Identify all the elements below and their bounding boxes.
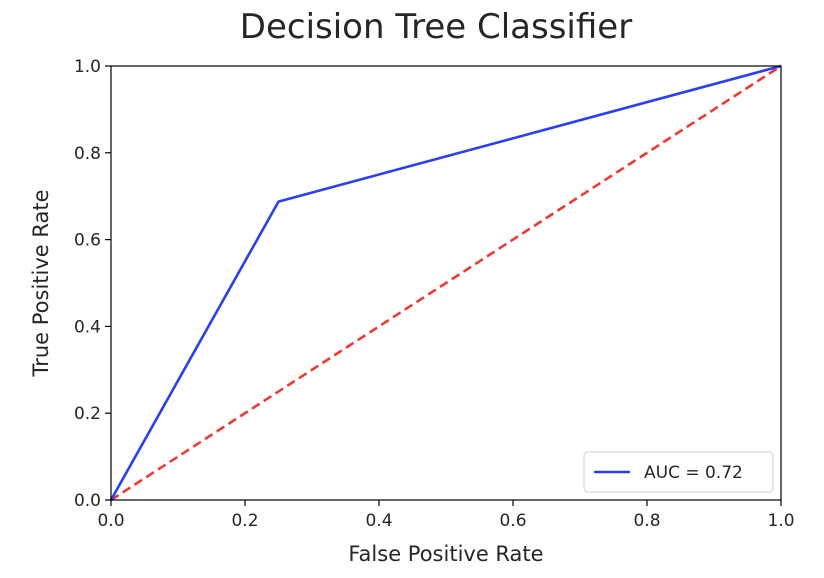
- y-tick-label: 0.4: [74, 317, 101, 337]
- y-tick-label: 1.0: [74, 57, 101, 77]
- y-tick-label: 0.8: [74, 144, 101, 164]
- roc-curve-line: [109, 64, 782, 501]
- x-tick-label: 0.6: [499, 511, 526, 531]
- series-lines: [109, 64, 782, 502]
- x-tick-label: 0.4: [365, 511, 392, 531]
- x-tick-label: 0.2: [231, 511, 258, 531]
- y-tick-label: 0.0: [74, 491, 101, 511]
- x-axis-ticks: 0.0 0.2 0.4 0.6 0.8 1.0: [97, 500, 795, 531]
- chance-diagonal-line: [110, 64, 782, 502]
- y-tick-label: 0.2: [74, 404, 101, 424]
- x-axis-label: False Positive Rate: [348, 542, 543, 566]
- y-axis-label: True Positive Rate: [29, 189, 53, 377]
- plot-area: [109, 64, 782, 502]
- plot-frame: [110, 65, 782, 501]
- x-tick-label: 0.0: [97, 511, 124, 531]
- y-axis-ticks: 0.0 0.2 0.4 0.6 0.8 1.0: [74, 57, 111, 511]
- x-tick-label: 1.0: [767, 511, 794, 531]
- legend-label: AUC = 0.72: [644, 463, 743, 483]
- legend-box: [583, 451, 774, 493]
- chart-title: Decision Tree Classifier: [240, 7, 632, 47]
- y-tick-label: 0.6: [74, 231, 101, 251]
- x-tick-label: 0.8: [633, 511, 660, 531]
- legend: AUC = 0.72: [583, 451, 774, 493]
